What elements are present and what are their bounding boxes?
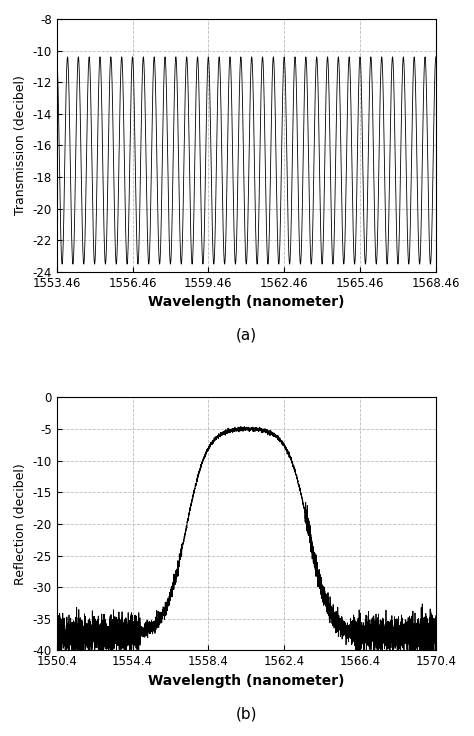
Y-axis label: Reflection (decibel): Reflection (decibel) <box>14 463 27 584</box>
X-axis label: Wavelength (nanometer): Wavelength (nanometer) <box>148 674 345 688</box>
Y-axis label: Transmission (decibel): Transmission (decibel) <box>14 76 27 216</box>
Text: (a): (a) <box>236 328 257 343</box>
X-axis label: Wavelength (nanometer): Wavelength (nanometer) <box>148 295 345 309</box>
Text: (b): (b) <box>236 706 257 721</box>
